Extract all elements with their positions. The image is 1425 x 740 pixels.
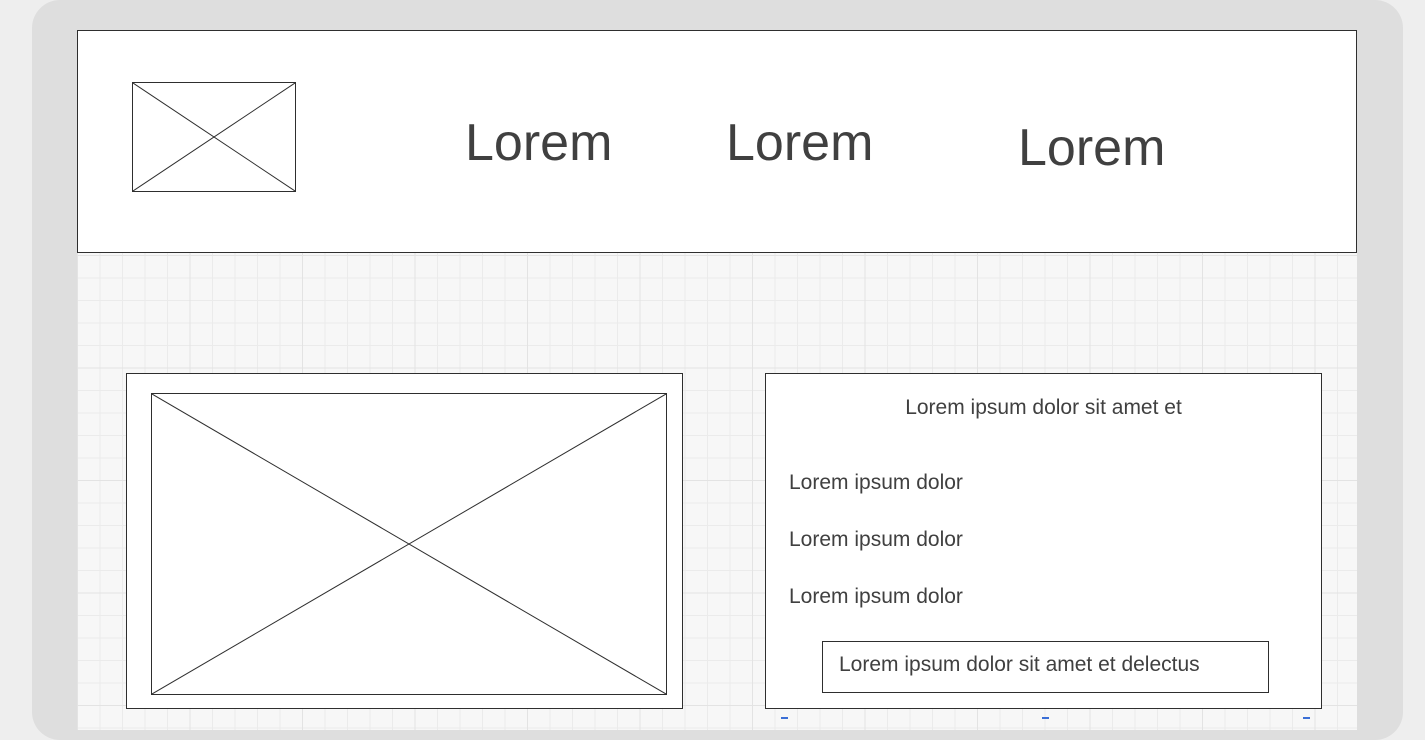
list-item: Lorem ipsum dolor: [789, 471, 963, 494]
info-card: Lorem ipsum dolor sit amet et Lorem ipsu…: [765, 373, 1322, 709]
image-placeholder-icon: [152, 394, 666, 694]
hero-image-placeholder[interactable]: [151, 393, 667, 695]
resize-handle[interactable]: [781, 717, 788, 719]
image-placeholder-icon: [133, 83, 295, 191]
nav-link-2[interactable]: Lorem: [726, 114, 874, 172]
site-header: Lorem Lorem Lorem: [77, 30, 1357, 253]
list-item: Lorem ipsum dolor: [789, 528, 963, 551]
cta-button[interactable]: Lorem ipsum dolor sit amet et delectus: [822, 641, 1269, 693]
list-item: Lorem ipsum dolor: [789, 585, 963, 608]
media-card: [126, 373, 683, 709]
resize-handle[interactable]: [1303, 717, 1310, 719]
logo-placeholder[interactable]: [132, 82, 296, 192]
nav-link-1[interactable]: Lorem: [465, 114, 613, 172]
card-title: Lorem ipsum dolor sit amet et: [905, 396, 1182, 419]
resize-handle[interactable]: [1042, 717, 1049, 719]
nav-link-3[interactable]: Lorem: [1018, 119, 1166, 177]
